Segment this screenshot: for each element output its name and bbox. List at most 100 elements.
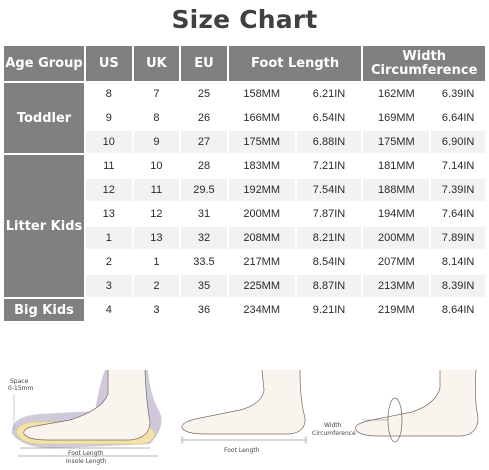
cell-width-in: 8.14IN	[431, 251, 485, 273]
foot-illustrations	[11, 369, 479, 457]
cell-width-mm: 200MM	[363, 227, 430, 249]
cell-uk: 12	[133, 203, 180, 225]
measurement-diagram: Space 0-15mm Foot Length Insole Length F…	[0, 364, 489, 466]
table-row: 9 8 26 166MM 6.54IN 169MM 6.64IN	[4, 107, 485, 129]
insole-length-label: Insole Length	[66, 458, 107, 465]
header-uk: UK	[133, 46, 180, 81]
cell-foot-mm: 183MM	[228, 155, 295, 177]
header-width-circumference: Width Circumference	[363, 46, 485, 81]
cell-eu: 32	[181, 227, 227, 249]
header-us: US	[86, 46, 132, 81]
cell-uk: 8	[133, 107, 180, 129]
cell-eu: 26	[181, 107, 227, 129]
cell-foot-in: 6.21IN	[296, 83, 362, 105]
group-litter-kids: Litter Kids	[4, 155, 85, 297]
cell-foot-mm: 200MM	[228, 203, 295, 225]
cell-uk: 10	[133, 155, 180, 177]
cell-width-mm: 169MM	[363, 107, 430, 129]
width-label-line2: Circumference	[312, 430, 356, 437]
cell-uk: 9	[133, 131, 180, 153]
cell-us: 9	[86, 107, 132, 129]
cell-foot-in: 7.54IN	[296, 179, 362, 201]
cell-us: 13	[86, 203, 132, 225]
header-width-line1: Width	[402, 48, 446, 64]
cell-eu: 31	[181, 203, 227, 225]
cell-eu: 35	[181, 275, 227, 297]
cell-eu: 27	[181, 131, 227, 153]
cell-foot-mm: 225MM	[228, 275, 295, 297]
cell-uk: 3	[133, 299, 180, 321]
space-label-line2: 0-15mm	[8, 385, 34, 392]
cell-eu: 28	[181, 155, 227, 177]
space-label-line1: Space	[10, 378, 29, 385]
cell-eu: 29.5	[181, 179, 227, 201]
cell-us: 10	[86, 131, 132, 153]
cell-uk: 2	[133, 275, 180, 297]
foot-length-label-2: Foot Length	[224, 447, 260, 454]
cell-foot-in: 8.54IN	[296, 251, 362, 273]
cell-width-in: 8.64IN	[431, 299, 485, 321]
cell-width-in: 7.14IN	[431, 155, 485, 177]
header-width-line2: Circumference	[371, 62, 478, 78]
cell-uk: 13	[133, 227, 180, 249]
cell-foot-in: 6.88IN	[296, 131, 362, 153]
group-big-kids: Big Kids	[4, 299, 85, 321]
cell-us: 4	[86, 299, 132, 321]
cell-us: 2	[86, 251, 132, 273]
cell-uk: 7	[133, 83, 180, 105]
table-row: 3 2 35 225MM 8.87IN 213MM 8.39IN	[4, 275, 485, 297]
cell-width-in: 6.90IN	[431, 131, 485, 153]
cell-width-mm: 181MM	[363, 155, 430, 177]
header-foot-length: Foot Length	[228, 46, 362, 81]
cell-us: 12	[86, 179, 132, 201]
cell-uk: 11	[133, 179, 180, 201]
cell-foot-mm: 192MM	[228, 179, 295, 201]
table-row: 10 9 27 175MM 6.88IN 175MM 6.90IN	[4, 131, 485, 153]
cell-eu: 33.5	[181, 251, 227, 273]
cell-eu: 25	[181, 83, 227, 105]
cell-width-mm: 207MM	[363, 251, 430, 273]
cell-foot-in: 7.21IN	[296, 155, 362, 177]
cell-width-in: 6.39IN	[431, 83, 485, 105]
table-row: Litter Kids 11 10 28 183MM 7.21IN 181MM …	[4, 155, 485, 297]
foot-length-label-1: Foot Length	[68, 450, 104, 457]
cell-uk: 1	[133, 251, 180, 273]
header-eu: EU	[181, 46, 227, 81]
cell-foot-mm: 217MM	[228, 251, 295, 273]
size-chart-table: Age Group US UK EU Foot Length Width Cir…	[2, 44, 487, 323]
header-row: Age Group US UK EU Foot Length Width Cir…	[4, 46, 485, 81]
cell-width-in: 7.64IN	[431, 203, 485, 225]
cell-foot-in: 6.54IN	[296, 107, 362, 129]
cell-width-mm: 213MM	[363, 275, 430, 297]
cell-width-mm: 162MM	[363, 83, 430, 105]
cell-us: 8	[86, 83, 132, 105]
cell-width-mm: 219MM	[363, 299, 430, 321]
cell-width-in: 8.39IN	[431, 275, 485, 297]
cell-eu: 36	[181, 299, 227, 321]
page-title: Size Chart	[171, 5, 318, 34]
cell-foot-in: 7.87IN	[296, 203, 362, 225]
cell-us: 1	[86, 227, 132, 249]
table-row: 1 13 32 208MM 8.21IN 200MM 7.89IN	[4, 227, 485, 249]
cell-width-in: 7.89IN	[431, 227, 485, 249]
table-row: 13 12 31 200MM 7.87IN 194MM 7.64IN	[4, 203, 485, 225]
cell-foot-mm: 175MM	[228, 131, 295, 153]
cell-foot-mm: 234MM	[228, 299, 295, 321]
cell-foot-mm: 166MM	[228, 107, 295, 129]
cell-width-in: 6.64IN	[431, 107, 485, 129]
foot-length-illustration	[181, 369, 307, 444]
cell-us: 11	[86, 155, 132, 177]
cell-foot-mm: 208MM	[228, 227, 295, 249]
cell-width-mm: 175MM	[363, 131, 430, 153]
header-age-group: Age Group	[4, 46, 85, 81]
cell-foot-in: 8.87IN	[296, 275, 362, 297]
cell-width-in: 7.39IN	[431, 179, 485, 201]
cell-foot-in: 9.21IN	[296, 299, 362, 321]
cell-us: 3	[86, 275, 132, 297]
table-row: 12 11 29.5 192MM 7.54IN 188MM 7.39IN	[4, 179, 485, 201]
table-row: 2 1 33.5 217MM 8.54IN 207MM 8.14IN	[4, 251, 485, 273]
group-toddler: Toddler	[4, 83, 85, 153]
table-row: Big Kids 4 3 36 234MM 9.21IN 219MM 8.64I…	[4, 299, 485, 321]
cell-width-mm: 188MM	[363, 179, 430, 201]
cell-width-mm: 194MM	[363, 203, 430, 225]
